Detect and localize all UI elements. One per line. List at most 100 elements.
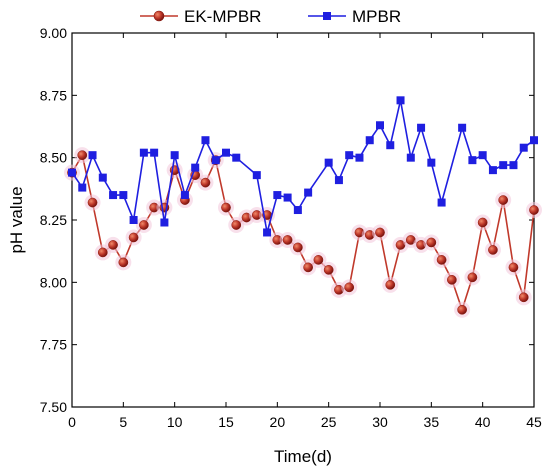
data-point (252, 171, 261, 180)
x-tick-label: 40 (475, 414, 491, 430)
data-point (508, 262, 519, 273)
data-point (231, 220, 242, 230)
data-point (468, 156, 477, 165)
data-point (293, 242, 303, 253)
data-point (273, 191, 282, 200)
data-point (386, 141, 395, 150)
data-point (128, 232, 139, 243)
y-tick-label: 8.50 (40, 150, 67, 166)
data-point (447, 274, 457, 285)
x-tick-label: 35 (424, 414, 440, 430)
data-point (406, 153, 415, 162)
data-point (201, 136, 210, 145)
data-point (98, 173, 107, 182)
data-point (519, 143, 528, 152)
x-tick-label: 20 (270, 414, 286, 430)
data-point (118, 257, 129, 268)
data-point (323, 265, 334, 275)
data-point (478, 151, 487, 160)
data-point (282, 235, 293, 245)
data-point (97, 247, 108, 258)
y-tick-label: 8.00 (40, 274, 67, 290)
y-tick-label: 8.25 (40, 212, 67, 228)
y-tick-label: 8.75 (40, 87, 67, 103)
data-point (509, 161, 518, 170)
data-point (375, 227, 385, 238)
data-point (139, 220, 149, 230)
legend-label-ek-mpbr: EK-MPBR (184, 7, 261, 26)
data-point (191, 163, 200, 172)
data-point (263, 228, 272, 237)
y-tick-label: 7.75 (40, 337, 67, 353)
data-point (426, 237, 437, 248)
legend-marker-mpbr (323, 12, 331, 20)
data-point (530, 136, 538, 145)
data-point (88, 151, 97, 160)
x-tick-label: 0 (68, 414, 76, 430)
data-point (180, 191, 189, 200)
data-point (334, 176, 343, 185)
data-point (313, 255, 324, 265)
data-point (457, 304, 467, 315)
data-point (170, 151, 179, 160)
x-axis-title: Time(d) (274, 447, 332, 466)
data-point (129, 216, 138, 224)
data-point (467, 272, 478, 283)
data-point (283, 193, 292, 202)
legend-marker-ek-mpbr (153, 10, 165, 22)
data-point (160, 218, 169, 227)
x-tick-label: 15 (218, 414, 234, 430)
data-point (222, 148, 230, 157)
data-point (150, 148, 159, 157)
y-tick-label: 7.50 (40, 399, 67, 415)
data-point (211, 156, 220, 165)
data-point (139, 148, 148, 157)
data-point (498, 195, 509, 205)
y-axis-title: pH value (7, 186, 26, 253)
x-tick-label: 5 (119, 414, 127, 430)
data-point (304, 188, 313, 197)
data-point (324, 158, 333, 167)
data-point (87, 197, 98, 208)
data-point (437, 198, 446, 207)
data-point (344, 282, 355, 293)
series-ek-mpbr (64, 147, 542, 318)
data-point (427, 158, 436, 167)
data-point (119, 191, 128, 200)
data-point (385, 279, 396, 290)
x-tick-label: 10 (167, 414, 183, 430)
data-point (109, 191, 118, 200)
data-point (488, 166, 497, 175)
data-point (518, 292, 529, 303)
y-tick-label: 9.00 (40, 25, 67, 41)
data-point (221, 202, 231, 213)
data-point (376, 121, 384, 130)
x-axis: 0 5 10 15 20 25 30 35 40 45 (68, 33, 542, 430)
legend-label-mpbr: MPBR (352, 7, 401, 26)
data-point (303, 262, 313, 273)
data-point (68, 168, 76, 177)
y-axis: 7.50 7.75 8.00 8.25 8.50 8.75 9.00 (40, 25, 534, 415)
x-tick-label: 25 (321, 414, 337, 430)
data-point (345, 151, 354, 160)
data-point (529, 205, 539, 215)
data-point (477, 217, 488, 228)
series-line (71, 99, 535, 234)
x-tick-label: 30 (372, 414, 388, 430)
series-layer (64, 96, 542, 318)
data-point (355, 153, 364, 162)
data-point (488, 245, 498, 255)
data-point (499, 161, 508, 170)
data-point (78, 183, 87, 192)
legend: EK-MPBR MPBR (140, 7, 401, 26)
series-line (71, 154, 535, 311)
data-point (77, 150, 88, 161)
data-point (436, 255, 447, 265)
data-point (417, 123, 426, 132)
legend-item-ek-mpbr: EK-MPBR (140, 7, 261, 26)
data-point (396, 96, 405, 105)
legend-item-mpbr: MPBR (308, 7, 401, 26)
data-point (293, 206, 302, 215)
data-point (458, 123, 467, 132)
